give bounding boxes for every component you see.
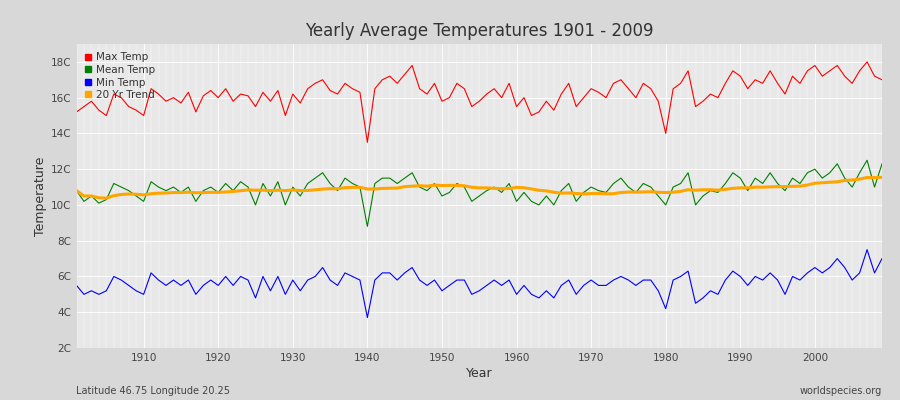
Text: Latitude 46.75 Longitude 20.25: Latitude 46.75 Longitude 20.25 xyxy=(76,386,230,396)
Y-axis label: Temperature: Temperature xyxy=(34,156,47,236)
Legend: Max Temp, Mean Temp, Min Temp, 20 Yr Trend: Max Temp, Mean Temp, Min Temp, 20 Yr Tre… xyxy=(82,49,158,103)
Title: Yearly Average Temperatures 1901 - 2009: Yearly Average Temperatures 1901 - 2009 xyxy=(305,22,653,40)
X-axis label: Year: Year xyxy=(466,367,492,380)
Text: worldspecies.org: worldspecies.org xyxy=(800,386,882,396)
